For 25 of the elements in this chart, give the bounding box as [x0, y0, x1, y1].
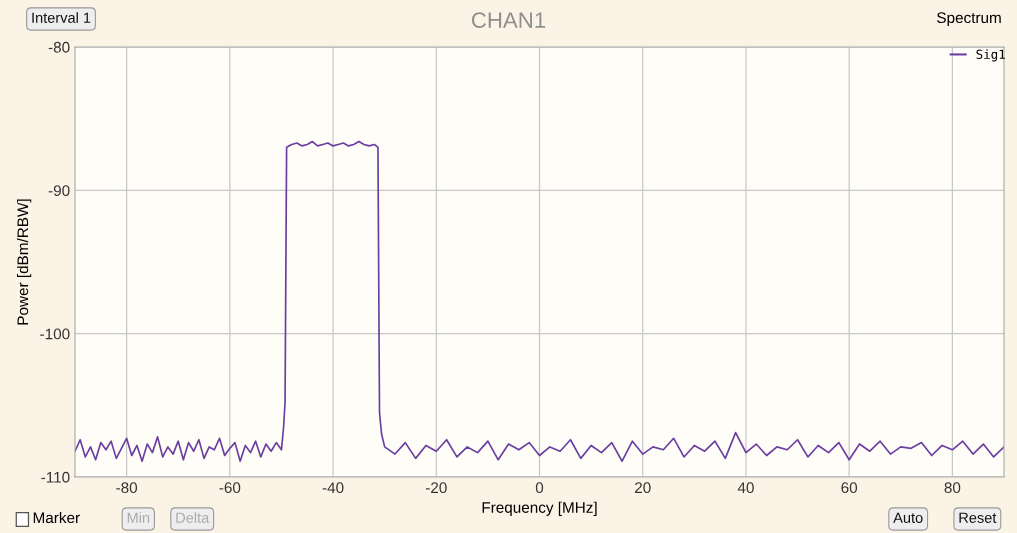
text: Interval 1 [32, 12, 91, 23]
x-tick-label: -60 [219, 482, 241, 494]
x-tick-label: 80 [944, 482, 961, 494]
x-tick-label: 20 [634, 482, 651, 494]
y-tick-label: -100 [40, 328, 70, 340]
x-tick-label: 40 [737, 482, 754, 494]
x-tick-label: -40 [322, 482, 344, 494]
chart-title: CHAN1 [471, 12, 546, 28]
y-axis-title: Power [dBm/RBW] [16, 199, 32, 325]
x-axis-title: Frequency [MHz] [482, 501, 597, 516]
text: Auto [893, 512, 923, 523]
text: Delta [176, 512, 210, 523]
text: Reset [959, 512, 997, 523]
x-tick-label: -80 [116, 482, 138, 494]
text: Marker [33, 511, 80, 524]
y-tick-label: -80 [48, 41, 70, 53]
x-tick-label: 60 [841, 482, 858, 494]
line-series [75, 140, 1004, 463]
y-tick-label: -110 [41, 471, 70, 483]
y-tick-label: -90 [48, 185, 70, 197]
x-tick-label: 0 [535, 482, 544, 494]
legend-label: Sig1 [976, 49, 1005, 62]
text: Min [127, 512, 150, 523]
text: Spectrum [937, 12, 1001, 27]
x-tick-label: -20 [425, 482, 447, 494]
